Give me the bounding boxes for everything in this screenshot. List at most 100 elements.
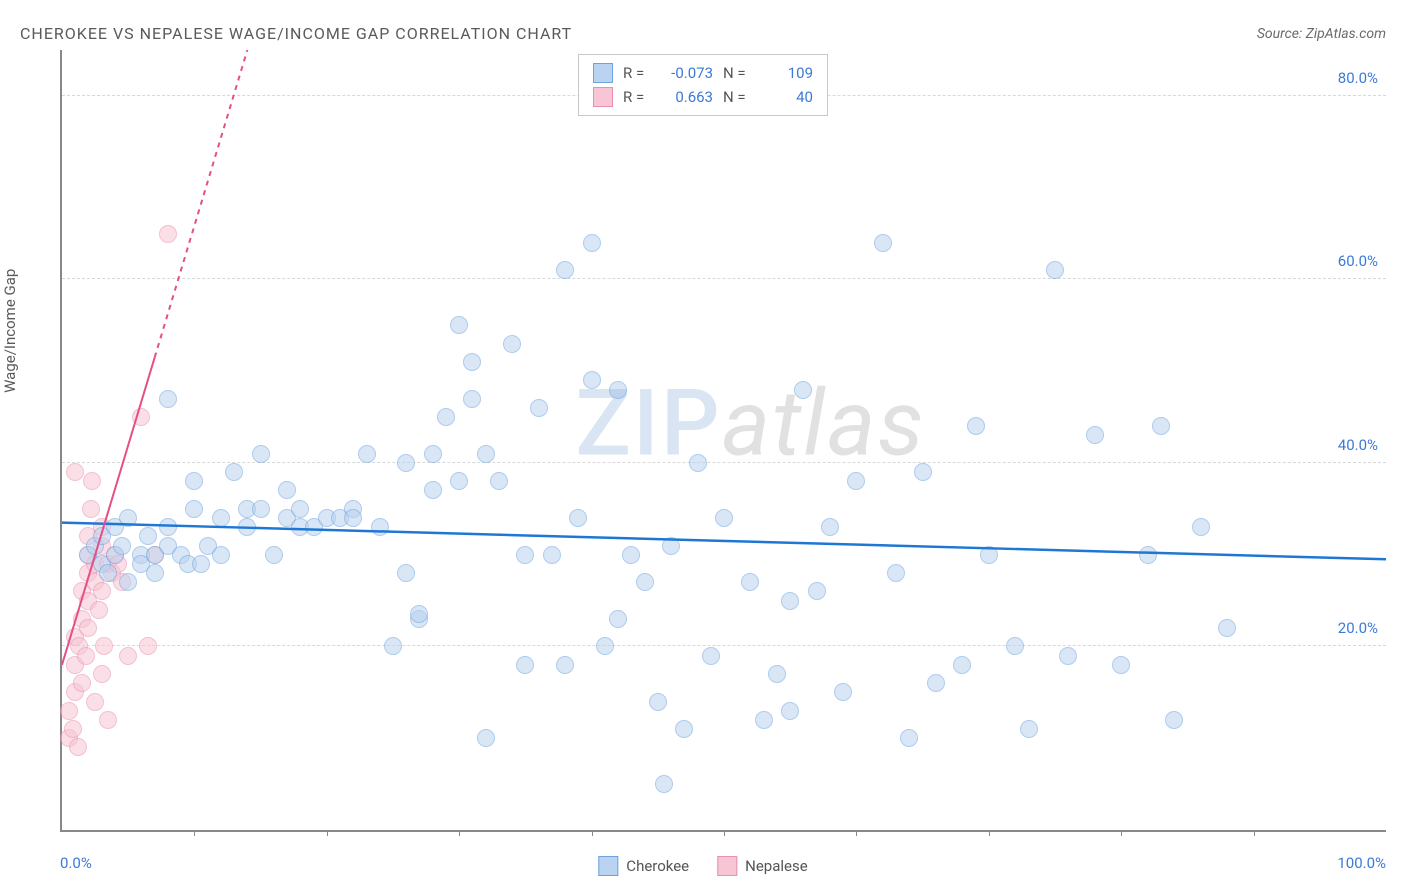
data-point — [530, 399, 548, 417]
data-point — [914, 463, 932, 481]
data-point — [238, 518, 256, 536]
x-tick-mark — [592, 830, 593, 836]
data-point — [344, 509, 362, 527]
x-tick-mark — [724, 830, 725, 836]
source-attribution: Source: ZipAtlas.com — [1257, 26, 1386, 42]
data-point — [424, 481, 442, 499]
legend-swatch — [598, 856, 618, 876]
data-point — [1152, 417, 1170, 435]
data-point — [437, 408, 455, 426]
data-point — [159, 390, 177, 408]
x-tick-mark — [459, 830, 460, 836]
plot-area: ZIPatlas 20.0%40.0%60.0%80.0% — [60, 50, 1386, 832]
data-point — [834, 683, 852, 701]
x-tick-mark — [194, 830, 195, 836]
data-point — [1218, 619, 1236, 637]
legend-r-value: -0.073 — [661, 61, 713, 85]
data-point — [1112, 656, 1130, 674]
data-point — [702, 647, 720, 665]
trend-line-nepalese-extrap — [155, 50, 248, 357]
data-point — [119, 647, 137, 665]
y-axis-label: Wage/Income Gap — [1, 269, 19, 393]
data-point — [596, 637, 614, 655]
legend-r-label: R = — [623, 61, 651, 85]
source-link[interactable]: ZipAtlas.com — [1306, 26, 1386, 42]
data-point — [99, 564, 117, 582]
data-point — [556, 656, 574, 674]
data-point — [927, 674, 945, 692]
x-tick-mark — [327, 830, 328, 836]
data-point — [73, 674, 91, 692]
data-point — [980, 546, 998, 564]
data-point — [583, 371, 601, 389]
x-tick-mark — [1254, 830, 1255, 836]
data-point — [95, 637, 113, 655]
data-point — [794, 381, 812, 399]
data-point — [556, 261, 574, 279]
data-point — [83, 472, 101, 490]
data-point — [146, 564, 164, 582]
data-point — [655, 775, 673, 793]
legend-r-label: R = — [623, 85, 651, 109]
data-point — [384, 637, 402, 655]
data-point — [1006, 637, 1024, 655]
data-point — [741, 573, 759, 591]
data-point — [397, 564, 415, 582]
data-point — [60, 702, 78, 720]
data-point — [516, 656, 534, 674]
data-point — [847, 472, 865, 490]
data-point — [450, 472, 468, 490]
data-point — [543, 546, 561, 564]
data-point — [278, 481, 296, 499]
data-point — [371, 518, 389, 536]
data-point — [609, 610, 627, 628]
data-point — [119, 573, 137, 591]
legend-label: Nepalese — [745, 857, 808, 875]
data-point — [79, 619, 97, 637]
data-point — [821, 518, 839, 536]
data-point — [185, 472, 203, 490]
data-point — [808, 582, 826, 600]
legend-swatch — [717, 856, 737, 876]
data-point — [424, 445, 442, 463]
correlation-chart: CHEROKEE VS NEPALESE WAGE/INCOME GAP COR… — [0, 0, 1406, 892]
data-point — [675, 720, 693, 738]
data-point — [93, 582, 111, 600]
data-point — [139, 527, 157, 545]
data-point — [900, 729, 918, 747]
y-tick-label: 40.0% — [1338, 436, 1378, 454]
data-point — [77, 647, 95, 665]
y-tick-label: 80.0% — [1338, 69, 1378, 87]
data-point — [358, 445, 376, 463]
gridline — [62, 278, 1386, 279]
legend-stats-row: R =-0.073N =109 — [593, 61, 813, 85]
y-tick-label: 60.0% — [1338, 252, 1378, 270]
y-tick-label: 20.0% — [1338, 619, 1378, 637]
data-point — [64, 720, 82, 738]
data-point — [192, 555, 210, 573]
data-point — [755, 711, 773, 729]
data-point — [185, 500, 203, 518]
data-point — [82, 500, 100, 518]
x-axis-min-label: 0.0% — [60, 854, 92, 872]
data-point — [1059, 647, 1077, 665]
data-point — [119, 509, 137, 527]
data-point — [225, 463, 243, 481]
data-point — [99, 711, 117, 729]
data-point — [715, 509, 733, 527]
data-point — [66, 463, 84, 481]
data-point — [503, 335, 521, 353]
legend-n-label: N = — [723, 61, 751, 85]
data-point — [689, 454, 707, 472]
x-tick-mark — [1121, 830, 1122, 836]
data-point — [477, 729, 495, 747]
source-label: Source: — [1257, 26, 1302, 42]
legend-n-value: 40 — [761, 85, 813, 109]
legend-n-label: N = — [723, 85, 751, 109]
data-point — [291, 500, 309, 518]
legend-stats-box: R =-0.073N =109R =0.663N =40 — [578, 54, 828, 116]
data-point — [93, 665, 111, 683]
legend-r-value: 0.663 — [661, 85, 713, 109]
data-point — [397, 454, 415, 472]
data-point — [477, 445, 495, 463]
